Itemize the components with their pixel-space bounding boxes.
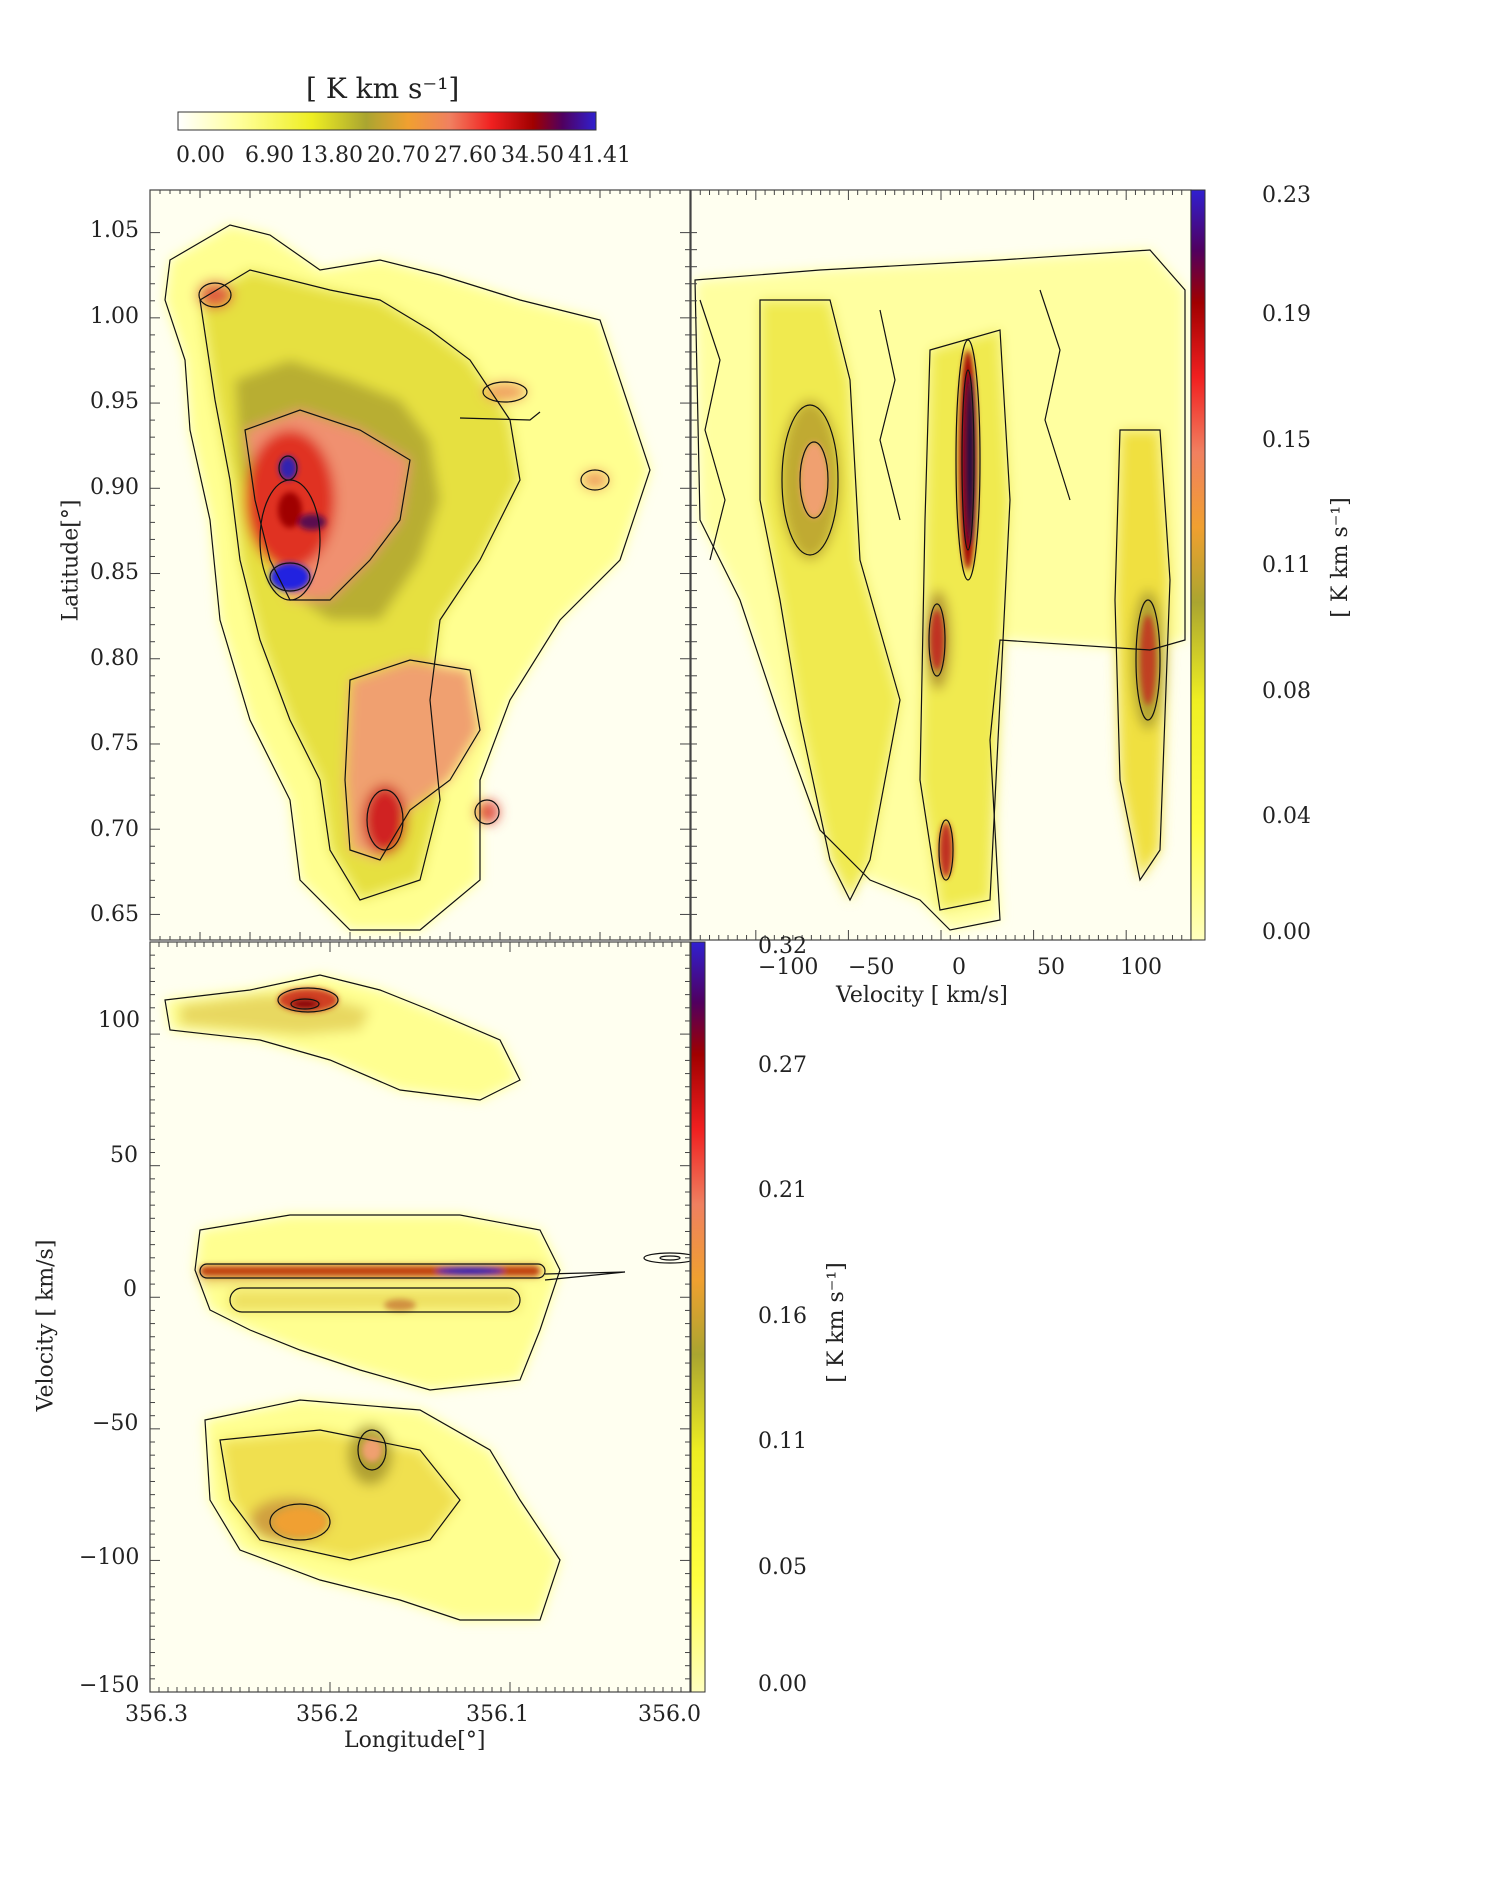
lat-tick-label: 0.70 [90,817,139,842]
top-colorbar-tick-1: 6.90 [245,143,294,168]
lv-vel-tick-label: −100 [79,1545,140,1570]
vel-tick-label: 100 [1120,955,1162,980]
contours-a [164,224,651,931]
lat-tick-label: 0.80 [90,646,139,671]
vel-tick-label: 0 [952,955,966,980]
lon-axis-label: Longitude[°] [344,1728,486,1753]
lv-colorbar-tick: 0.27 [758,1053,807,1078]
panel-lon-lat [149,189,691,941]
lat-tick-label: 0.65 [90,902,139,927]
panel-lon-vel [149,941,691,1693]
lat-tick-label: 0.95 [90,389,139,414]
lv-colorbar-tick: 0.11 [758,1429,807,1454]
vlat-colorbar-tick: 0.08 [1262,679,1311,704]
lat-axis-label: Latitude[°] [58,499,84,622]
top-colorbar-tick-4: 27.60 [434,143,497,168]
vlat-colorbar-title: [ K km s⁻¹] [1327,497,1353,618]
vel-tick-label: −50 [848,955,895,980]
colorbar-vel-lat [1190,189,1206,941]
lv-vel-tick-label: −50 [92,1411,139,1436]
lon-tick-label: 356.1 [466,1702,529,1727]
lv-colorbar-tick: 0.32 [758,934,807,959]
lv-colorbar-tick: 0.21 [758,1178,807,1203]
contours-c [164,974,690,1621]
vlat-colorbar-tick: 0.11 [1262,553,1311,578]
top-colorbar-tick-0: 0.00 [176,143,225,168]
lv-colorbar-title: [ K km s⁻¹] [823,1262,849,1383]
top-colorbar-title: [ K km s⁻¹] [306,72,460,105]
top-colorbar-tick-5: 34.50 [501,143,564,168]
vel-tick-label: −100 [758,955,819,980]
panel-vel-lat [690,189,1192,941]
lv-vel-axis-label: Velocity [ km/s] [33,1239,59,1412]
lon-tick-label: 356.2 [296,1702,359,1727]
lv-colorbar-tick: 0.16 [758,1304,807,1329]
lat-tick-label: 1.05 [90,218,139,243]
top-colorbar [177,111,597,131]
lv-colorbar-tick: 0.00 [758,1672,807,1697]
vlat-colorbar-tick: 0.19 [1262,302,1311,327]
colorbar-lon-vel [690,941,706,1693]
lat-tick-label: 0.85 [90,560,139,585]
lat-tick-label: 0.75 [90,731,139,756]
vlat-colorbar-tick: 0.04 [1262,804,1311,829]
lv-vel-tick-label: −150 [79,1673,140,1698]
vel-axis-label: Velocity [ km/s] [836,983,1008,1008]
lv-vel-tick-label: 100 [98,1008,140,1033]
lv-vel-tick-label: 50 [110,1143,138,1168]
lon-tick-label: 356.0 [638,1702,701,1727]
lat-tick-label: 0.90 [90,475,139,500]
vel-tick-label: 50 [1037,955,1065,980]
lv-colorbar-tick: 0.05 [758,1555,807,1580]
lat-tick-label: 1.00 [90,304,139,329]
top-colorbar-tick-3: 20.70 [367,143,430,168]
vlat-colorbar-tick: 0.23 [1262,183,1311,208]
vlat-colorbar-tick: 0.15 [1262,428,1311,453]
top-colorbar-tick-2: 13.80 [300,143,363,168]
contours-b [694,249,1186,931]
lon-tick-label: 356.3 [125,1702,188,1727]
top-colorbar-tick-6: 41.41 [568,143,631,168]
lv-vel-tick-label: 0 [123,1277,137,1302]
vlat-colorbar-tick: 0.00 [1262,920,1311,945]
